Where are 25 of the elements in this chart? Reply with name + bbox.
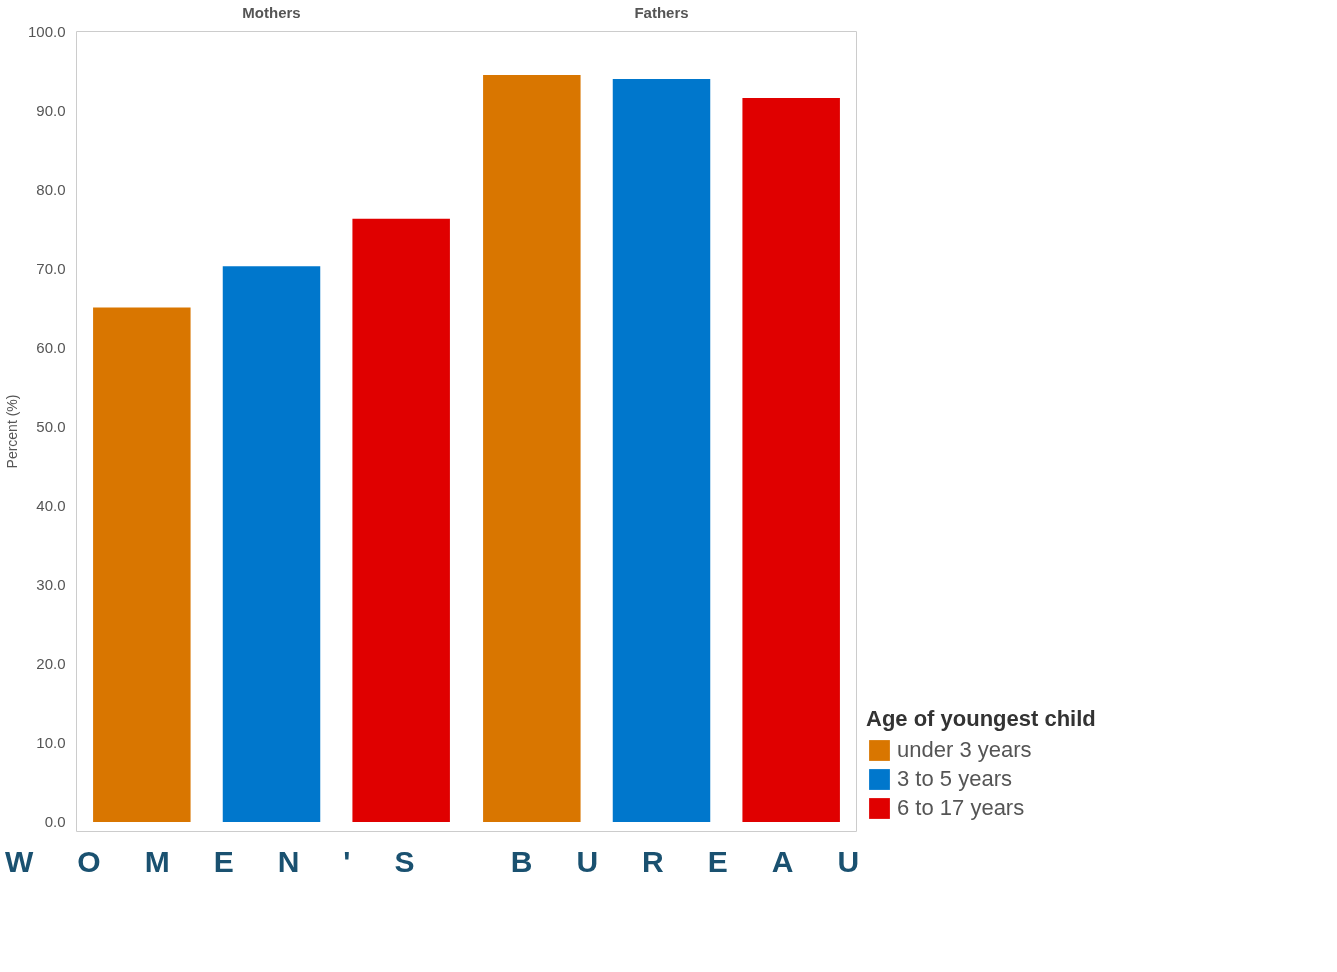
bar (93, 307, 191, 823)
y-tick-label: 60.0 (36, 338, 66, 356)
y-tick-label: 70.0 (36, 259, 66, 277)
y-tick-label: 10.0 (36, 733, 66, 751)
y-tick-label: 0.0 (44, 813, 66, 831)
legend-label: under 3 years (897, 737, 1032, 763)
y-tick-label: 20.0 (36, 654, 66, 672)
legend-label: 6 to 17 years (897, 795, 1025, 821)
bar (483, 74, 581, 823)
bar (612, 78, 711, 823)
bar (352, 218, 450, 823)
x-tick-label: Mothers (242, 3, 301, 21)
legend-title: Age of youngest child (866, 706, 1096, 732)
y-tick-label: 100.0 (27, 22, 66, 40)
y-tick-label: 40.0 (36, 496, 66, 514)
y-tick-label: 50.0 (36, 417, 66, 435)
y-axis-title: Percent (%) (3, 394, 20, 469)
y-tick-label: 30.0 (36, 575, 66, 593)
text: WOMEN'S BUREAU (5, 844, 904, 880)
bar (222, 266, 321, 823)
legend-label: 3 to 5 years (897, 766, 1012, 792)
y-tick-label: 90.0 (36, 101, 66, 119)
bar (742, 97, 840, 823)
x-tick-label: Fathers (634, 3, 689, 21)
y-tick-label: 80.0 (36, 180, 66, 198)
